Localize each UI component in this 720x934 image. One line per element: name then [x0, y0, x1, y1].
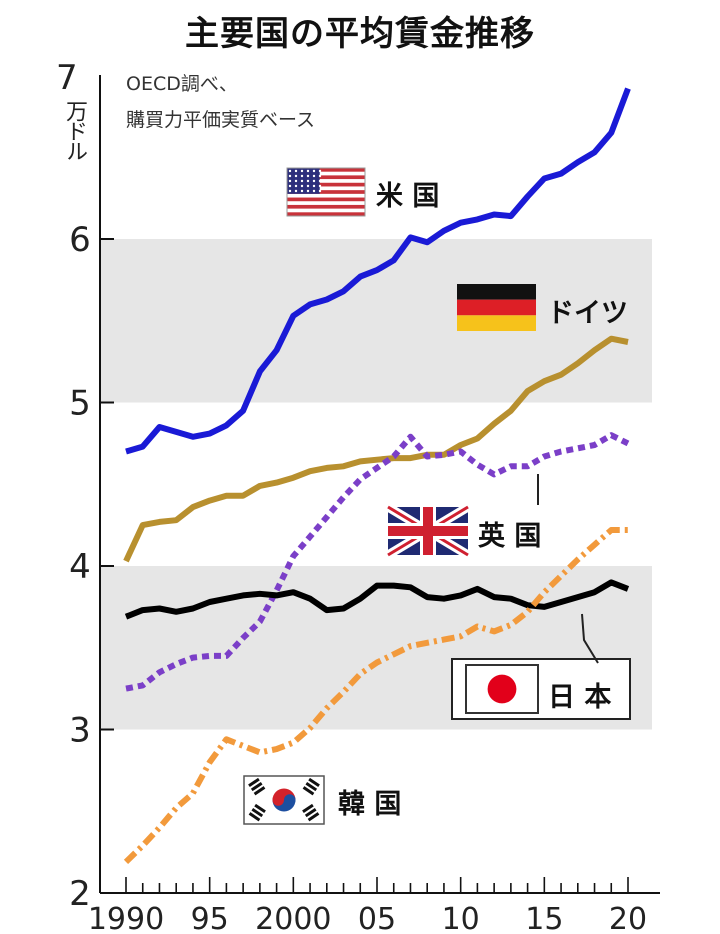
series-line-germany: [123, 335, 629, 563]
x-tick-label-20: 20: [609, 902, 647, 934]
y-tick-label-3: 3: [69, 711, 91, 751]
series-line-uk: [125, 432, 630, 692]
x-tick-label-2000: 2000: [255, 902, 331, 934]
x-tick-label-05: 05: [358, 902, 396, 934]
y-tick-label-2: 2: [69, 874, 91, 914]
y-axis-max-label: 7: [56, 58, 78, 98]
y-tick-label-6: 6: [69, 220, 91, 260]
us-flag-icon: [286, 167, 366, 217]
series-line-japan: [124, 579, 630, 620]
legend-label-jp: 日 本: [548, 682, 612, 713]
chart-title: 主要国の平均賃金推移: [185, 14, 535, 54]
x-tick-label-15: 15: [525, 902, 563, 934]
legend-label-uk: 英 国: [478, 521, 542, 552]
x-tick-label-95: 95: [191, 902, 229, 934]
y-tick-label-4: 4: [69, 547, 91, 587]
source-note-line2: 購買力平価実質ベース: [126, 109, 316, 131]
x-tick-label-10: 10: [442, 902, 480, 934]
uk-flag-icon: [385, 503, 471, 559]
de-flag-icon: [457, 284, 536, 331]
kr-flag-icon: [243, 775, 325, 825]
legend-label-de: ドイツ: [547, 298, 628, 329]
series-line-korea: [123, 527, 628, 865]
jp-leader-line: [581, 613, 599, 664]
x-tick-label-1990: 1990: [88, 902, 164, 934]
jp-flag-icon: [465, 664, 539, 714]
series-line-usa: [125, 87, 631, 455]
y-axis-unit-label: 万ドル: [62, 100, 87, 160]
source-note-line1: OECD調べ、: [126, 73, 238, 95]
legend-label-us: 米 国: [376, 181, 440, 212]
legend-label-kr: 韓 国: [338, 789, 402, 820]
y-tick-label-5: 5: [69, 384, 91, 424]
